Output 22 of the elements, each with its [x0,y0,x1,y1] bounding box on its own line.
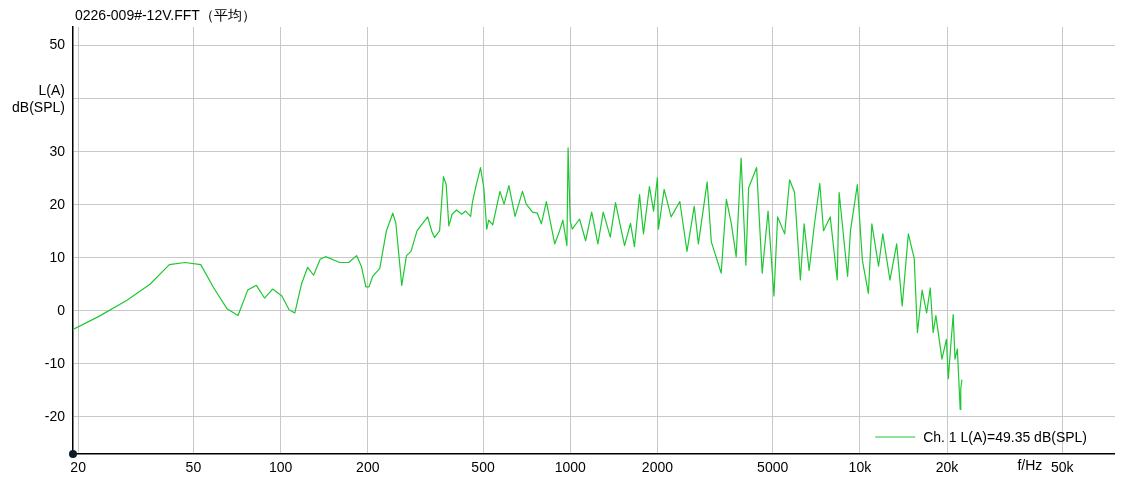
y-tick-label: 10 [49,248,66,265]
chart-title: 0226-009#-12V.FFT（平均） [75,6,256,23]
y-tick-label: 50 [49,36,66,53]
x-tick-label: 1000 [554,459,587,476]
x-tick-label: 20 [70,459,87,476]
x-tick-label: 2000 [641,459,674,476]
x-tick-label: 100 [268,459,293,476]
x-tick-label: 10k [848,459,873,476]
y-axis-title: L(A) dB(SPL) [12,81,65,115]
x-tick-label: 20k [935,459,960,476]
y-tick-label: 30 [49,142,66,159]
y-tick-label: 20 [49,195,66,212]
x-tick-label: 5000 [757,459,789,476]
x-tick-label: 50 [185,459,202,476]
x-tick-label: 500 [471,459,495,476]
x-tick-label: 200 [356,459,380,476]
y-tick-label: 0 [57,301,66,318]
y-tick-label: -20 [44,407,66,424]
y-tick-label: -10 [44,354,66,371]
x-axis-title: f/Hz [1017,456,1043,473]
legend-label: Ch. 1 L(A)=49.35 dB(SPL) [923,428,1087,445]
x-tick-label: 50k [1051,459,1075,476]
